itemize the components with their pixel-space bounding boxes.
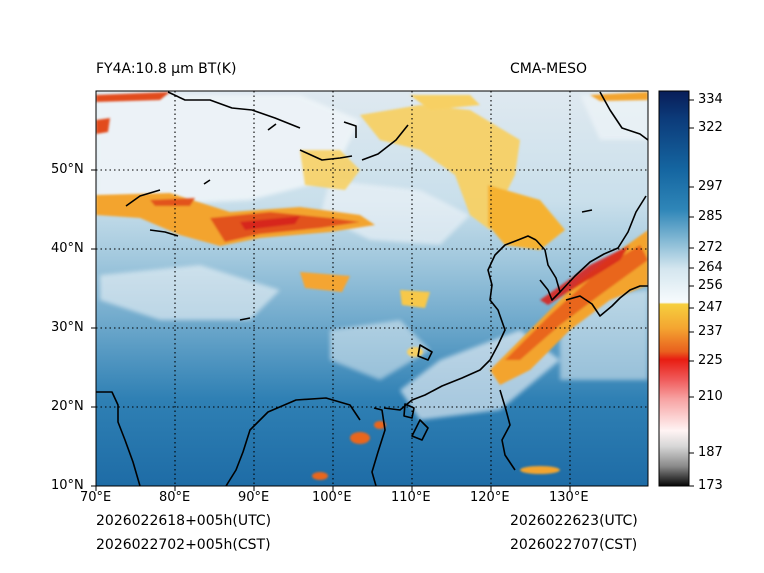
map-tick-marks	[91, 169, 571, 491]
lon-label-130e: 130°E	[549, 490, 589, 505]
lon-label-120e: 120°E	[470, 490, 510, 505]
lat-label-30n: 30°N	[51, 320, 84, 335]
colorbar-label: 272	[698, 240, 723, 255]
colorbar-label: 187	[698, 445, 723, 460]
valid-time-cst: 2026022707(CST)	[510, 537, 638, 553]
valid-time-utc: 2026022623(UTC)	[510, 513, 638, 529]
lat-label-50n: 50°N	[51, 162, 84, 177]
colorbar-gradient	[659, 91, 689, 486]
colorbar-label: 264	[698, 260, 723, 275]
colorbar-label: 322	[698, 120, 723, 135]
lon-label-70e: 70°E	[80, 490, 112, 505]
coastlines	[96, 91, 648, 486]
colorbar-label: 297	[698, 179, 723, 194]
colorbar-label: 334	[698, 92, 723, 107]
colorbar	[658, 90, 694, 487]
satellite-imagery	[96, 91, 648, 486]
model-name: CMA-MESO	[510, 61, 588, 77]
map-frame	[95, 90, 649, 487]
colorbar-label: 210	[698, 389, 723, 404]
colorbar-label: 256	[698, 278, 723, 293]
lat-label-10n: 10°N	[51, 478, 84, 493]
colorbar-ticks	[689, 99, 694, 487]
colorbar-label: 237	[698, 324, 723, 339]
jet-cloud-streak	[96, 193, 375, 246]
lon-label-110e: 110°E	[391, 490, 431, 505]
init-time-utc: 2026022618+005h(UTC)	[96, 513, 272, 529]
colorbar-label: 225	[698, 353, 723, 368]
colorbar-label: 173	[698, 478, 723, 493]
init-time-cst: 2026022702+005h(CST)	[96, 537, 271, 553]
lon-label-100e: 100°E	[312, 490, 352, 505]
lon-label-90e: 90°E	[238, 490, 270, 505]
colorbar-label: 285	[698, 209, 723, 224]
colorbar-label: 247	[698, 300, 723, 315]
lat-label-40n: 40°N	[51, 241, 84, 256]
lon-label-80e: 80°E	[159, 490, 191, 505]
product-title: FY4A:10.8 µm BT(K)	[96, 61, 237, 77]
lat-label-20n: 20°N	[51, 399, 84, 414]
graticule	[96, 91, 648, 486]
colorbar-frame	[658, 90, 690, 487]
